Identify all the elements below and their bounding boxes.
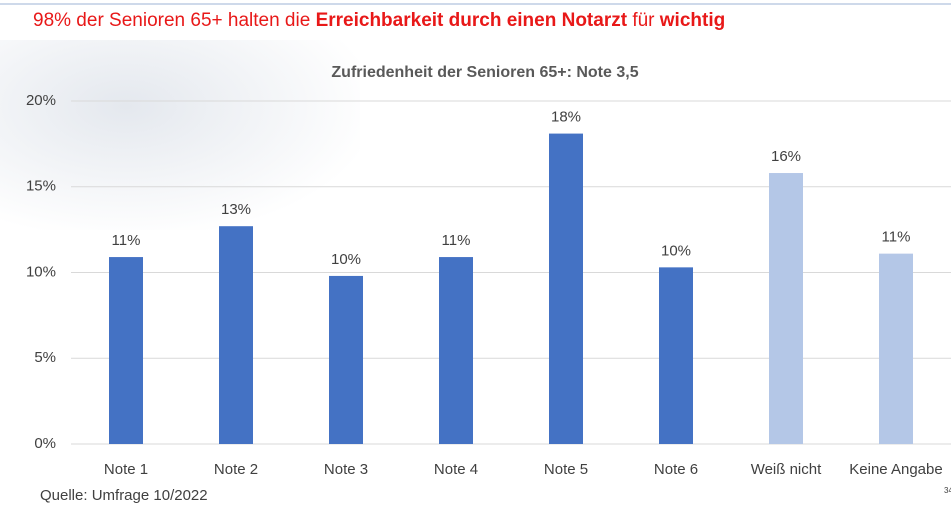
bar — [659, 267, 693, 444]
bar — [329, 275, 363, 444]
data-label: 10% — [331, 251, 361, 268]
data-label: 18% — [551, 109, 581, 126]
y-tick-label: 0% — [34, 435, 56, 452]
chart-title: Zufriedenheit der Senioren 65+: Note 3,5 — [331, 64, 638, 81]
x-tick-label: Note 3 — [324, 461, 368, 478]
bar — [549, 133, 583, 444]
plot-area: 0% 5% 10% 15% 20% Note 1 11% Note 2 13% Note 3 10%… — [26, 92, 951, 478]
x-tick-label: Weiß nicht — [751, 461, 822, 478]
headline: 98% der Senioren 65+ halten die Erreichb… — [33, 10, 725, 31]
headline-emphasis: wichtig — [659, 10, 725, 31]
data-label: 10% — [661, 242, 691, 259]
x-tick-label: Note 2 — [214, 461, 258, 478]
page-number: 34 — [944, 486, 951, 495]
bar — [769, 173, 803, 444]
data-label: 11% — [442, 232, 471, 249]
y-tick-label: 10% — [26, 263, 56, 280]
x-tick-label: Note 5 — [544, 461, 588, 478]
y-tick-label: 20% — [26, 92, 56, 109]
data-label: 13% — [221, 201, 251, 218]
y-tick-label: 5% — [34, 349, 56, 366]
bar — [879, 253, 913, 444]
x-tick-label: Keine Angabe — [849, 461, 942, 478]
bar — [219, 226, 253, 444]
x-tick-label: Note 4 — [434, 461, 478, 478]
headline-emphasis: Erreichbarkeit durch einen Notarzt — [316, 10, 628, 31]
x-tick-label: Note 6 — [654, 461, 698, 478]
background-image — [0, 40, 360, 230]
data-label: 11% — [882, 229, 911, 246]
headline-part: für — [627, 10, 660, 31]
headline-part: 98% der Senioren 65+ halten die — [33, 10, 316, 31]
y-tick-label: 15% — [26, 178, 56, 195]
bar — [439, 257, 473, 444]
source-note: Quelle: Umfrage 10/2022 — [40, 487, 208, 504]
data-label: 11% — [112, 232, 141, 249]
bar — [109, 257, 143, 444]
x-tick-label: Note 1 — [104, 461, 148, 478]
data-label: 16% — [771, 148, 801, 165]
